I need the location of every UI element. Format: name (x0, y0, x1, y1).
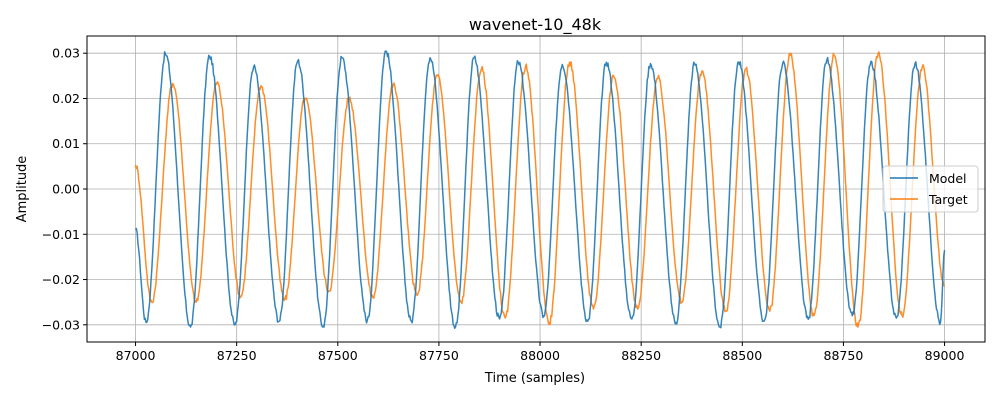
x-tick-label: 88000 (520, 348, 560, 363)
x-tick-label: 88500 (722, 348, 762, 363)
x-tick-label: 87250 (217, 348, 257, 363)
y-axis-label: Amplitude (15, 156, 30, 223)
series-line-target (134, 51, 946, 328)
x-tick-label: 88750 (824, 348, 864, 363)
legend-target-label: Target (928, 192, 968, 207)
y-tick-label: 0.03 (52, 46, 80, 61)
series-lines (134, 50, 946, 330)
x-axis-label: Time (samples) (484, 371, 585, 386)
legend-model-label: Model (929, 171, 967, 186)
series-line-model (134, 50, 946, 330)
y-tick-label: 0.01 (52, 136, 80, 151)
legend: Model Target (882, 165, 979, 213)
y-tick-label: 0.02 (52, 91, 80, 106)
y-tick-label: −0.01 (42, 227, 80, 242)
y-tick-label: −0.03 (42, 317, 80, 332)
x-tick-label: 89000 (925, 348, 965, 363)
x-tick-label: 87750 (419, 348, 459, 363)
x-tick-label: 88250 (621, 348, 661, 363)
axis-ticks: 87000 87250 87500 87750 88000 88250 88500 88750… (42, 46, 965, 363)
y-tick-label: −0.02 (42, 272, 80, 287)
y-tick-label: 0.00 (52, 182, 80, 197)
x-tick-label: 87000 (116, 348, 156, 363)
x-tick-label: 87500 (318, 348, 358, 363)
chart-title: wavenet-10_48k (469, 15, 602, 35)
